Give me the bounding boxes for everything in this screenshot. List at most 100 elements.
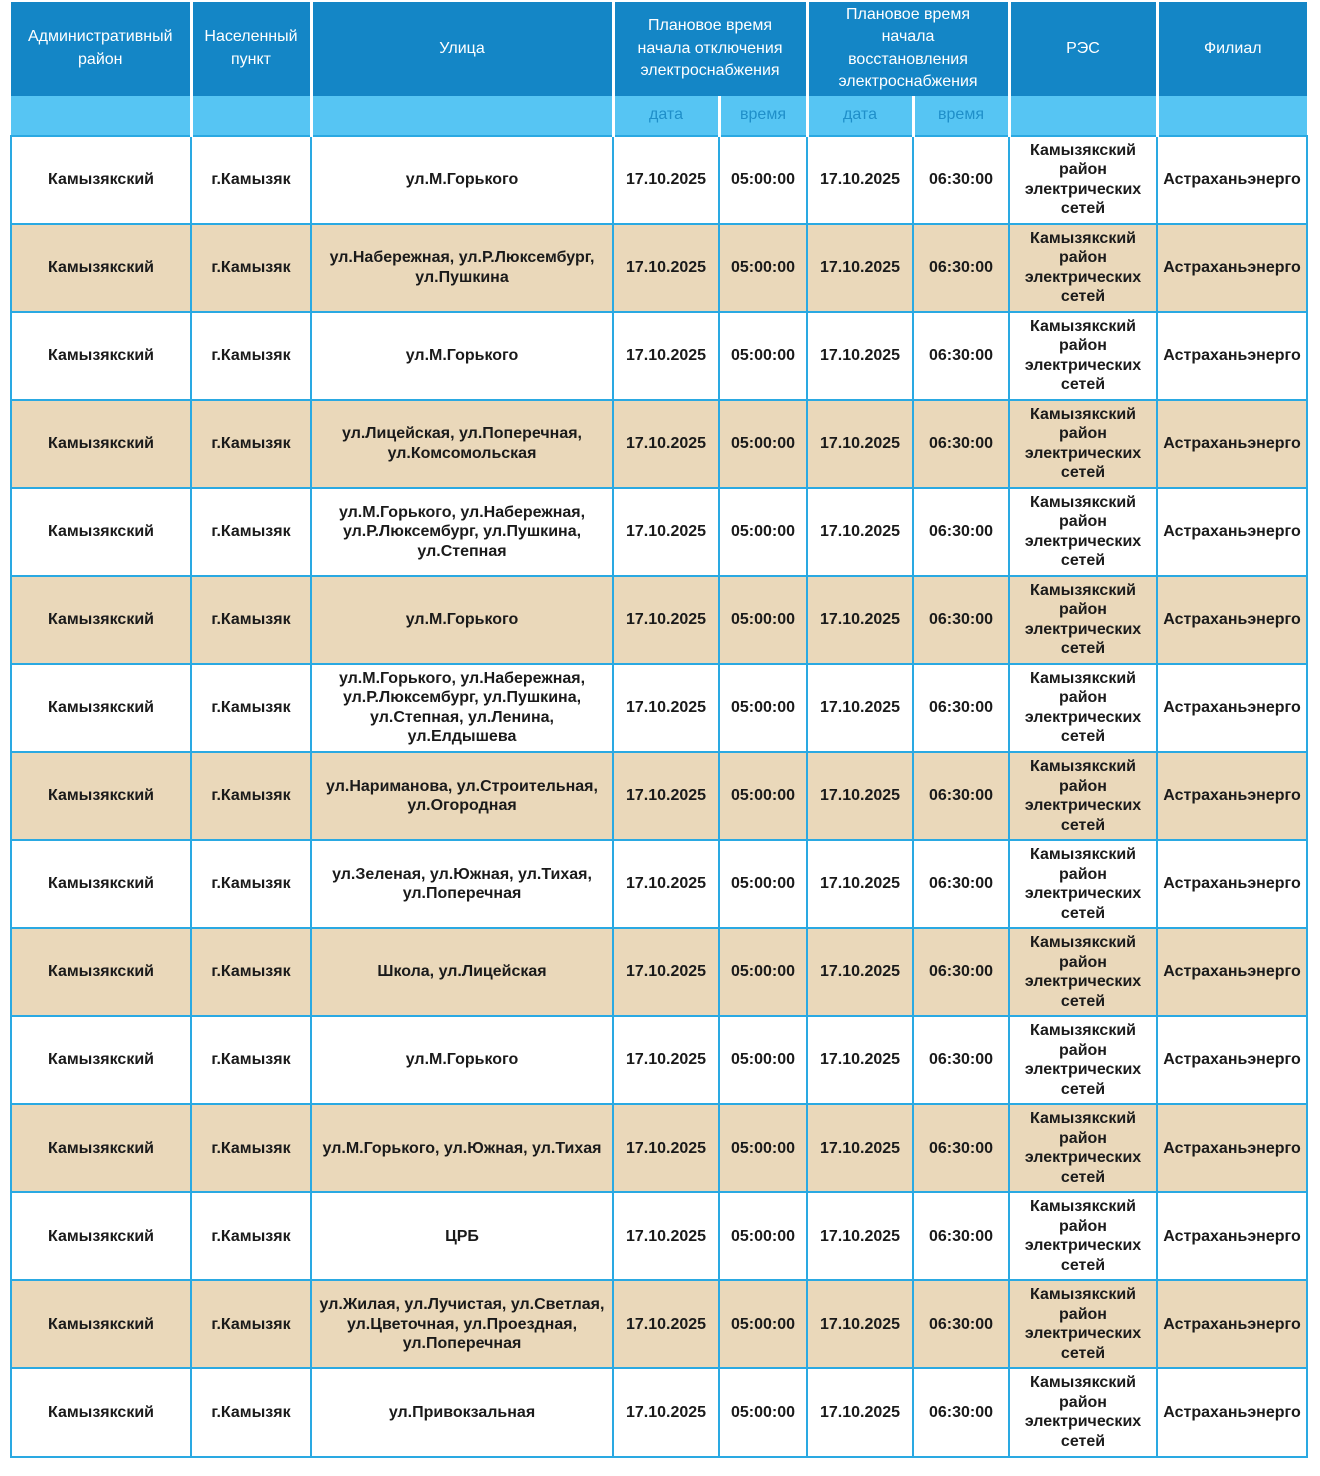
subheader-outage-time: время — [719, 95, 809, 136]
cell-settlement: г.Камызяк — [190, 927, 312, 1018]
cell-restore-date: 17.10.2025 — [806, 1103, 914, 1194]
cell-res: Камызякский район электрических сетей — [1008, 134, 1158, 225]
cell-restore-time: 06:30:00 — [912, 574, 1010, 665]
table-row: Камызякский г.Камызяк ЦРБ 17.10.2025 05:… — [10, 1191, 1308, 1282]
cell-res: Камызякский район электрических сетей — [1008, 1103, 1158, 1194]
cell-district: Камызякский — [10, 1191, 192, 1282]
cell-outage-time: 05:00:00 — [718, 750, 808, 842]
cell-restore-date: 17.10.2025 — [806, 398, 914, 489]
cell-street: Школа, ул.Лицейская — [310, 927, 614, 1018]
cell-settlement: г.Камызяк — [190, 1191, 312, 1282]
cell-branch: Астраханьэнерго — [1156, 574, 1308, 665]
cell-restore-date: 17.10.2025 — [806, 1015, 914, 1106]
table-row: Камызякский г.Камызяк Школа, ул.Лицейска… — [10, 927, 1308, 1018]
cell-outage-time: 05:00:00 — [718, 839, 808, 930]
table-row: Камызякский г.Камызяк ул.Нариманова, ул.… — [10, 750, 1308, 842]
cell-street: ЦРБ — [310, 1191, 614, 1282]
cell-branch: Астраханьэнерго — [1156, 839, 1308, 930]
header-res: РЭС — [1009, 2, 1159, 96]
cell-branch: Астраханьэнерго — [1156, 1191, 1308, 1282]
header-settlement: Населенный пункт — [191, 2, 313, 96]
cell-outage-time: 05:00:00 — [718, 486, 808, 577]
cell-branch: Астраханьэнерго — [1156, 1015, 1308, 1106]
cell-outage-time: 05:00:00 — [718, 1103, 808, 1194]
subheader-outage-date: дата — [613, 95, 721, 136]
cell-district: Камызякский — [10, 486, 192, 577]
cell-restore-date: 17.10.2025 — [806, 1367, 914, 1458]
header-restore-group: Плановое время начала восстановления эле… — [807, 2, 1011, 96]
cell-res: Камызякский район электрических сетей — [1008, 1191, 1158, 1282]
cell-res: Камызякский район электрических сетей — [1008, 1279, 1158, 1370]
cell-outage-date: 17.10.2025 — [612, 1015, 720, 1106]
cell-outage-time: 05:00:00 — [718, 927, 808, 1018]
cell-branch: Астраханьэнерго — [1156, 222, 1308, 313]
cell-restore-date: 17.10.2025 — [806, 750, 914, 842]
cell-district: Камызякский — [10, 134, 192, 225]
cell-street: ул.М.Горького, ул.Набережная, ул.Р.Люксе… — [310, 486, 614, 577]
cell-outage-time: 05:00:00 — [718, 1015, 808, 1106]
cell-outage-date: 17.10.2025 — [612, 310, 720, 401]
cell-settlement: г.Камызяк — [190, 839, 312, 930]
cell-district: Камызякский — [10, 1279, 192, 1370]
table-row: Камызякский г.Камызяк ул.Зеленая, ул.Южн… — [10, 839, 1308, 930]
cell-street: ул.Жилая, ул.Лучистая, ул.Светлая, ул.Цв… — [310, 1279, 614, 1370]
header-outage-group: Плановое время начала отключения электро… — [613, 2, 809, 96]
cell-settlement: г.Камызяк — [190, 1103, 312, 1194]
cell-outage-date: 17.10.2025 — [612, 1367, 720, 1458]
cell-settlement: г.Камызяк — [190, 1279, 312, 1370]
cell-restore-date: 17.10.2025 — [806, 310, 914, 401]
table-row: Камызякский г.Камызяк ул.М.Горького, ул.… — [10, 486, 1308, 577]
cell-district: Камызякский — [10, 750, 192, 842]
cell-outage-date: 17.10.2025 — [612, 398, 720, 489]
cell-street: ул.М.Горького, ул.Набережная, ул.Р.Люксе… — [310, 662, 614, 754]
cell-restore-date: 17.10.2025 — [806, 662, 914, 754]
cell-outage-date: 17.10.2025 — [612, 486, 720, 577]
cell-restore-time: 06:30:00 — [912, 927, 1010, 1018]
header-street: Улица — [311, 2, 615, 96]
cell-street: ул.М.Горького — [310, 310, 614, 401]
cell-restore-time: 06:30:00 — [912, 222, 1010, 313]
cell-branch: Астраханьэнерго — [1156, 927, 1308, 1018]
table-row: Камызякский г.Камызяк ул.М.Горького 17.1… — [10, 1015, 1308, 1106]
cell-settlement: г.Камызяк — [190, 486, 312, 577]
cell-district: Камызякский — [10, 222, 192, 313]
cell-street: ул.М.Горького — [310, 574, 614, 665]
cell-restore-date: 17.10.2025 — [806, 134, 914, 225]
cell-settlement: г.Камызяк — [190, 574, 312, 665]
cell-outage-date: 17.10.2025 — [612, 839, 720, 930]
cell-district: Камызякский — [10, 1015, 192, 1106]
cell-restore-date: 17.10.2025 — [806, 486, 914, 577]
cell-outage-date: 17.10.2025 — [612, 222, 720, 313]
subheader-restore-date: дата — [807, 95, 915, 136]
table-row: Камызякский г.Камызяк ул.М.Горького, ул.… — [10, 1103, 1308, 1194]
cell-district: Камызякский — [10, 662, 192, 754]
header-row-sub: дата время дата время — [11, 95, 1307, 136]
cell-res: Камызякский район электрических сетей — [1008, 574, 1158, 665]
cell-district: Камызякский — [10, 839, 192, 930]
cell-restore-time: 06:30:00 — [912, 1367, 1010, 1458]
cell-outage-date: 17.10.2025 — [612, 134, 720, 225]
cell-district: Камызякский — [10, 574, 192, 665]
cell-district: Камызякский — [10, 398, 192, 489]
cell-branch: Астраханьэнерго — [1156, 1103, 1308, 1194]
cell-restore-time: 06:30:00 — [912, 750, 1010, 842]
table-row: Камызякский г.Камызяк ул.Набережная, ул.… — [10, 222, 1308, 313]
cell-branch: Астраханьэнерго — [1156, 662, 1308, 754]
cell-street: ул.М.Горького — [310, 1015, 614, 1106]
cell-outage-time: 05:00:00 — [718, 1367, 808, 1458]
cell-res: Камызякский район электрических сетей — [1008, 222, 1158, 313]
cell-outage-time: 05:00:00 — [718, 222, 808, 313]
cell-restore-date: 17.10.2025 — [806, 1279, 914, 1370]
cell-restore-time: 06:30:00 — [912, 486, 1010, 577]
cell-res: Камызякский район электрических сетей — [1008, 750, 1158, 842]
table-row: Камызякский г.Камызяк ул.М.Горького 17.1… — [10, 134, 1308, 225]
cell-restore-time: 06:30:00 — [912, 839, 1010, 930]
subheader-spacer-street — [311, 95, 615, 136]
cell-restore-time: 06:30:00 — [912, 1279, 1010, 1370]
cell-outage-time: 05:00:00 — [718, 398, 808, 489]
cell-restore-date: 17.10.2025 — [806, 1191, 914, 1282]
table-row: Камызякский г.Камызяк ул.М.Горького, ул.… — [10, 662, 1308, 754]
cell-restore-date: 17.10.2025 — [806, 574, 914, 665]
cell-res: Камызякский район электрических сетей — [1008, 1015, 1158, 1106]
